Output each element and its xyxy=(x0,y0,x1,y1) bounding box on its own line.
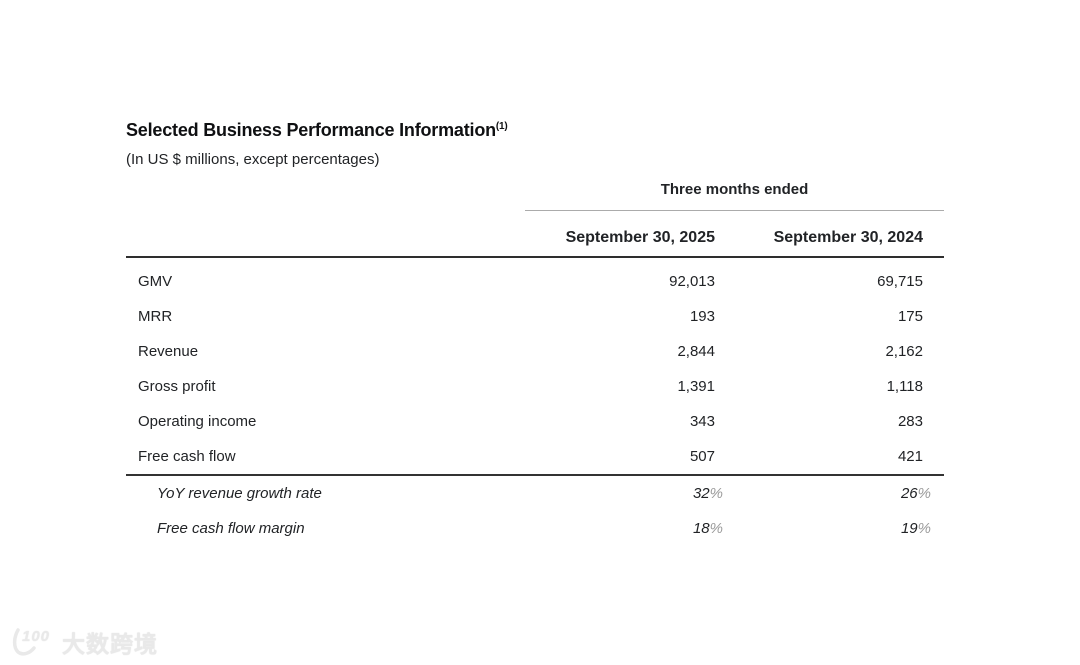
row-value-2024: 283 xyxy=(897,413,923,430)
percent-value: 26 xyxy=(900,485,918,502)
row-label: Gross profit xyxy=(138,378,216,395)
svg-text:100: 100 xyxy=(22,628,50,645)
page-subtitle: (In US $ millions, except percentages) xyxy=(126,151,380,168)
row-value-2024: 1,118 xyxy=(886,378,923,395)
row-label: YoY revenue growth rate xyxy=(157,485,322,502)
percent-value: 18 xyxy=(692,520,710,537)
table-row-free-cash-flow-margin: Free cash flow margin 18% 19% xyxy=(126,511,944,546)
table-ratio-section: YoY revenue growth rate 32% 26% Free cas… xyxy=(126,476,944,546)
row-value-2024: 69,715 xyxy=(877,273,923,290)
row-label: MRR xyxy=(138,308,173,325)
percent-sign: % xyxy=(917,485,931,502)
row-value-2025: 92,013 xyxy=(669,273,715,290)
row-value-2025: 1,391 xyxy=(677,378,715,395)
row-value-2024: 26% xyxy=(715,485,944,502)
percent-value: 19 xyxy=(900,520,918,537)
page-title: Selected Business Performance Informatio… xyxy=(126,118,944,142)
row-value-2024: 2,162 xyxy=(885,343,923,360)
row-value-2025: 2,844 xyxy=(677,343,715,360)
table-row-revenue: Revenue 2,844 2,162 xyxy=(126,334,944,369)
percent-value: 32 xyxy=(692,485,710,502)
row-label: GMV xyxy=(138,273,173,290)
row-value-2024: 175 xyxy=(897,308,923,325)
watermark-100-logo-icon: 100 xyxy=(12,628,50,656)
row-value-2024: 19% xyxy=(715,520,944,537)
watermark-brand-text: 大数跨境 xyxy=(62,631,158,657)
table-row-gross-profit: Gross profit 1,391 1,118 xyxy=(126,369,944,404)
table-column-header-row: September 30, 2025 September 30, 2024 xyxy=(126,211,944,258)
table-row-mrr: MRR 193 175 xyxy=(126,299,944,334)
watermark: 100 大数跨境 xyxy=(10,625,158,659)
table-row-yoy-revenue-growth: YoY revenue growth rate 32% 26% xyxy=(126,476,944,511)
row-value-2025: 32% xyxy=(525,485,723,502)
group-header-spacer xyxy=(126,176,525,211)
percent-sign: % xyxy=(709,520,723,537)
table-group-header-row: Three months ended xyxy=(126,176,944,211)
row-label: Free cash flow margin xyxy=(157,520,305,537)
row-value-2025: 343 xyxy=(689,413,715,430)
page-title-text: Selected Business Performance Informatio… xyxy=(126,120,496,140)
table-data-section: GMV 92,013 69,715 MRR 193 175 Revenue 2,… xyxy=(126,258,944,476)
column-header-2025: September 30, 2025 xyxy=(565,229,715,246)
percent-sign: % xyxy=(917,520,931,537)
table-row-gmv: GMV 92,013 69,715 xyxy=(126,264,944,299)
report-section: Selected Business Performance Informatio… xyxy=(126,118,944,546)
footnote-marker: (1) xyxy=(495,121,508,132)
table-row-operating-income: Operating income 343 283 xyxy=(126,404,944,439)
row-value-2025: 18% xyxy=(525,520,723,537)
row-label: Free cash flow xyxy=(138,448,236,465)
row-value-2025: 507 xyxy=(689,448,715,465)
percent-sign: % xyxy=(709,485,723,502)
group-header: Three months ended xyxy=(525,176,944,211)
row-label: Operating income xyxy=(138,413,257,430)
row-value-2025: 193 xyxy=(689,308,715,325)
row-value-2024: 421 xyxy=(897,448,923,465)
row-label: Revenue xyxy=(138,343,199,360)
table-row-free-cash-flow: Free cash flow 507 421 xyxy=(126,439,944,474)
column-header-2024: September 30, 2024 xyxy=(773,229,923,246)
